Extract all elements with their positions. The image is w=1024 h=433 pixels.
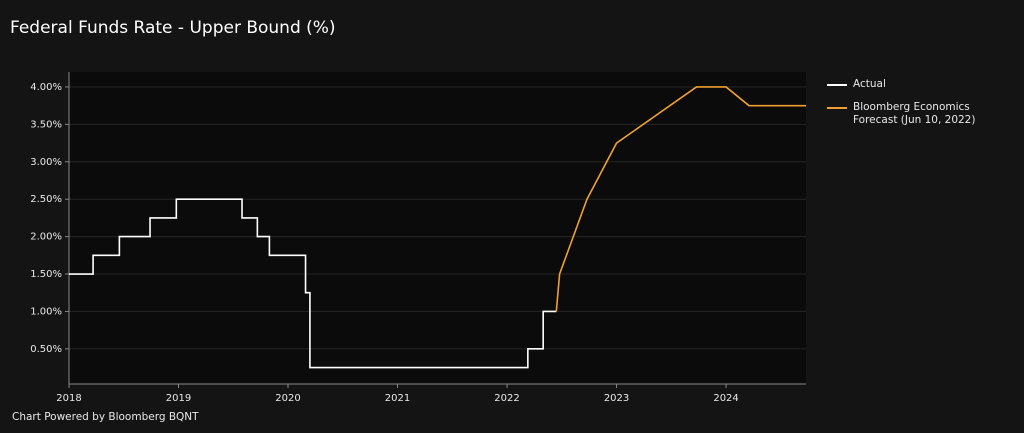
y-tick-label: 2.50% — [30, 194, 62, 205]
legend-label: Actual — [853, 78, 886, 90]
x-tick-label: 2018 — [56, 393, 81, 404]
x-tick-label: 2022 — [494, 393, 519, 404]
x-tick-label: 2019 — [166, 393, 191, 404]
series-line — [69, 198, 557, 369]
y-tick-label: 3.00% — [30, 157, 62, 168]
y-tick-label: 1.00% — [30, 306, 62, 317]
y-tick-label: 3.50% — [30, 119, 62, 130]
x-tick-label: 2020 — [275, 393, 300, 404]
legend-item: Actual — [827, 78, 1013, 91]
series-line — [555, 86, 806, 312]
y-tick-label: 4.00% — [30, 82, 62, 93]
plot-area — [69, 72, 806, 384]
y-tick-label: 1.50% — [30, 269, 62, 280]
chart-title: Federal Funds Rate - Upper Bound (%) — [10, 18, 336, 38]
legend-swatch — [827, 107, 847, 109]
x-tick-label: 2023 — [604, 393, 629, 404]
y-tick-label: 2.00% — [30, 232, 62, 243]
x-tick-label: 2024 — [713, 393, 738, 404]
y-tick-label: 0.50% — [30, 344, 62, 355]
legend-swatch — [827, 84, 847, 86]
footer: Chart Powered by Bloomberg BQNT — [12, 411, 199, 423]
legend-item: Bloomberg Economics Forecast (Jun 10, 20… — [827, 101, 1013, 127]
legend-label: Bloomberg Economics Forecast (Jun 10, 20… — [853, 101, 976, 126]
x-tick-label: 2021 — [385, 393, 410, 404]
